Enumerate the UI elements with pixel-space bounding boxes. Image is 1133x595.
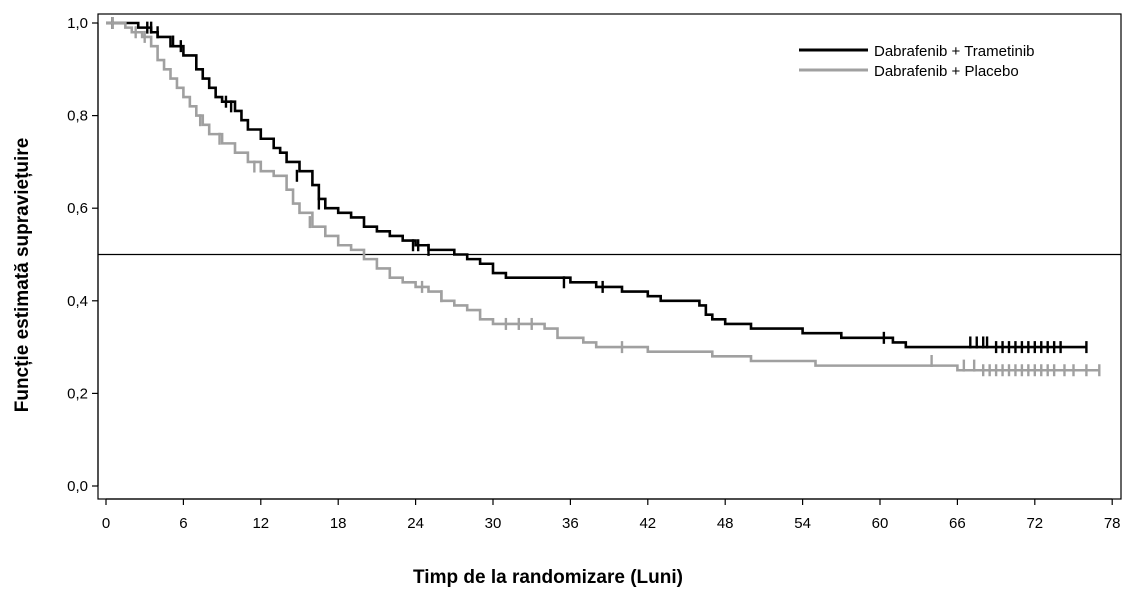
x-tick-label: 12 <box>252 515 269 532</box>
legend-label-series-1: Dabrafenib + Placebo <box>874 63 1019 80</box>
legend: Dabrafenib + Trametinib Dabrafenib + Pla… <box>799 43 1035 80</box>
y-tick-label: 0,0 <box>67 478 88 495</box>
y-tick-label: 1,0 <box>67 15 88 32</box>
x-tick-label: 30 <box>485 515 502 532</box>
series-layer <box>106 17 1101 377</box>
x-tick-label: 42 <box>639 515 656 532</box>
x-tick-label: 66 <box>949 515 966 532</box>
x-tick-label: 0 <box>102 515 110 532</box>
x-tick-label: 24 <box>407 515 424 532</box>
x-tick-label: 48 <box>717 515 734 532</box>
x-tick-label: 78 <box>1104 515 1121 532</box>
y-axis-title: Funcție estimată supraviețuire <box>12 138 33 413</box>
x-axis: 0 6 12 18 24 30 36 42 48 54 60 66 72 78 <box>102 498 1121 532</box>
x-axis-title: Timp de la randomizare (Luni) <box>413 567 683 588</box>
y-tick-label: 0,6 <box>67 200 88 217</box>
y-tick-label: 0,8 <box>67 108 88 125</box>
x-tick-label: 6 <box>179 515 187 532</box>
x-tick-label: 36 <box>562 515 579 532</box>
survival-curve-series-0 <box>106 21 1087 349</box>
x-tick-label: 54 <box>794 515 811 532</box>
series-1 <box>106 17 1101 377</box>
y-axis: 0,0 0,2 0,4 0,6 0,8 1,0 <box>67 15 99 495</box>
legend-label-series-0: Dabrafenib + Trametinib <box>874 43 1035 60</box>
y-tick-label: 0,4 <box>67 293 88 310</box>
x-tick-label: 18 <box>330 515 347 532</box>
x-tick-label: 60 <box>872 515 889 532</box>
x-tick-label: 72 <box>1026 515 1043 532</box>
y-tick-label: 0,2 <box>67 385 88 402</box>
survival-curve-series-1 <box>106 21 1100 372</box>
plot-frame <box>97 13 1122 500</box>
